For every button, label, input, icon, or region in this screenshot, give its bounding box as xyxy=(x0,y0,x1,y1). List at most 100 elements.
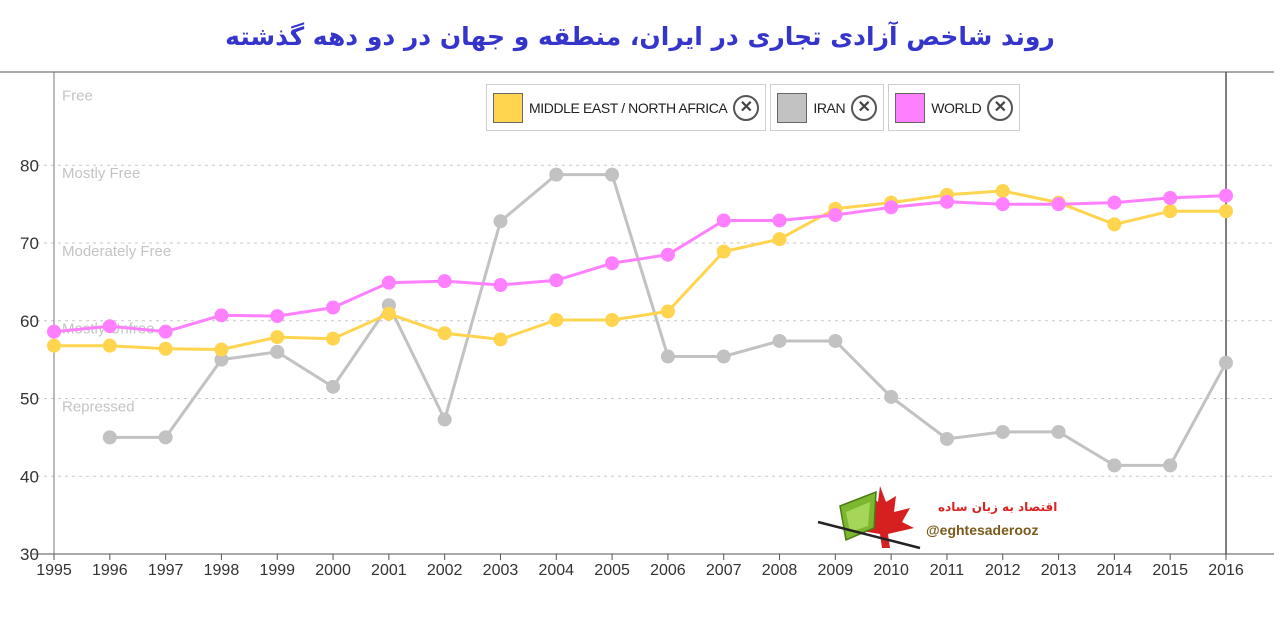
y-tick-label: 60 xyxy=(20,312,39,331)
data-point xyxy=(772,333,787,348)
x-tick-label: 1995 xyxy=(36,562,72,579)
legend-label-mena: MIDDLE EAST / NORTH AFRICA xyxy=(529,99,728,116)
data-point xyxy=(995,424,1010,439)
axes-layer: 30 40 50 60 70 80 1995 1996 1997 1998 1999 2000 2001… xyxy=(0,71,1274,579)
data-point xyxy=(1163,204,1178,219)
data-point xyxy=(1163,458,1178,473)
band-label: Repressed xyxy=(62,398,135,415)
x-tick-label: 2011 xyxy=(930,562,965,579)
x-tick-label: 2010 xyxy=(873,562,909,579)
close-icon[interactable]: ✕ xyxy=(733,94,760,121)
maple-leaf-icon xyxy=(817,486,921,550)
x-tick-label: 2006 xyxy=(650,562,686,579)
data-point xyxy=(716,349,731,364)
band-label: Moderately Free xyxy=(62,243,171,260)
data-point xyxy=(158,430,173,445)
legend-label-iran: IRAN xyxy=(813,99,846,116)
data-point xyxy=(102,338,117,353)
x-tick-label: 2009 xyxy=(818,562,854,579)
x-tick-label: 2014 xyxy=(1097,562,1133,579)
data-point xyxy=(939,194,954,209)
data-point xyxy=(549,167,564,182)
legend-item-mena[interactable]: MIDDLE EAST / NORTH AFRICA ✕ xyxy=(486,84,767,131)
data-point xyxy=(1051,197,1066,212)
y-tick-label: 30 xyxy=(20,545,39,564)
data-point xyxy=(270,330,285,345)
data-point xyxy=(995,183,1010,198)
data-point xyxy=(1107,195,1122,210)
data-point xyxy=(158,341,173,356)
data-point xyxy=(437,274,452,289)
data-point xyxy=(47,338,61,353)
series-line xyxy=(54,189,1226,351)
data-point xyxy=(549,312,564,327)
data-point xyxy=(828,333,843,348)
watermark-handle: @eghtesaderooz xyxy=(926,522,1039,538)
x-tick-label: 2000 xyxy=(315,562,351,579)
x-tick-label: 2012 xyxy=(985,562,1021,579)
data-point xyxy=(1107,217,1122,232)
legend-item-iran[interactable]: IRAN ✕ xyxy=(770,84,885,131)
data-point xyxy=(605,167,620,182)
chart-title: روند شاخص آزادی تجاری در ایران، منطقه و … xyxy=(225,22,1055,51)
data-point xyxy=(381,306,396,321)
band-label: Mostly Free xyxy=(62,165,140,182)
y-tick-label: 40 xyxy=(20,467,39,486)
close-icon[interactable]: ✕ xyxy=(987,94,1014,121)
y-tick-label: 50 xyxy=(20,390,39,409)
band-label: Free xyxy=(62,87,93,104)
data-point xyxy=(493,214,508,229)
legend: MIDDLE EAST / NORTH AFRICA ✕ IRAN ✕ WORL… xyxy=(486,84,1021,131)
x-tick-label: 2004 xyxy=(538,562,574,579)
data-point xyxy=(493,278,508,293)
x-tick-label: 2001 xyxy=(371,562,407,579)
data-point xyxy=(772,232,787,247)
data-point xyxy=(493,332,508,347)
data-point xyxy=(102,319,117,334)
y-tick-label: 70 xyxy=(20,234,39,253)
data-point xyxy=(214,308,229,323)
close-icon[interactable]: ✕ xyxy=(851,94,878,121)
data-point xyxy=(716,244,731,259)
data-point xyxy=(828,208,843,223)
data-point xyxy=(884,200,899,215)
data-point xyxy=(326,300,341,315)
data-point xyxy=(605,256,620,271)
data-point xyxy=(939,431,954,446)
data-point xyxy=(437,326,452,341)
legend-label-world: WORLD xyxy=(931,99,982,116)
data-point xyxy=(995,197,1010,212)
x-tick-label: 1996 xyxy=(92,562,128,579)
x-tick-label: 2005 xyxy=(594,562,630,579)
data-point xyxy=(1051,424,1066,439)
data-point xyxy=(47,324,61,339)
y-tick-label: 80 xyxy=(20,156,39,175)
data-point xyxy=(102,430,117,445)
data-point xyxy=(716,213,731,228)
data-point xyxy=(884,389,899,404)
data-point xyxy=(660,349,675,364)
legend-swatch-world xyxy=(895,92,926,123)
data-point xyxy=(437,412,452,427)
x-tick-label: 1999 xyxy=(259,562,295,579)
data-point xyxy=(270,344,285,359)
data-point xyxy=(605,312,620,327)
data-point xyxy=(158,324,173,339)
x-tick-label: 2007 xyxy=(706,562,742,579)
x-tick-label: 2003 xyxy=(483,562,519,579)
data-point xyxy=(214,342,229,357)
x-tick-label: 1997 xyxy=(148,562,184,579)
data-point xyxy=(381,275,396,290)
data-point xyxy=(549,273,564,288)
legend-swatch-iran xyxy=(777,92,808,123)
legend-item-world[interactable]: WORLD ✕ xyxy=(888,84,1021,131)
x-tick-label: 2002 xyxy=(427,562,463,579)
data-point xyxy=(1219,355,1233,370)
series-layer xyxy=(47,167,1233,473)
x-tick-label: 2015 xyxy=(1152,562,1188,579)
series-line xyxy=(53,194,1227,334)
data-point xyxy=(660,247,675,262)
data-point xyxy=(660,304,675,319)
